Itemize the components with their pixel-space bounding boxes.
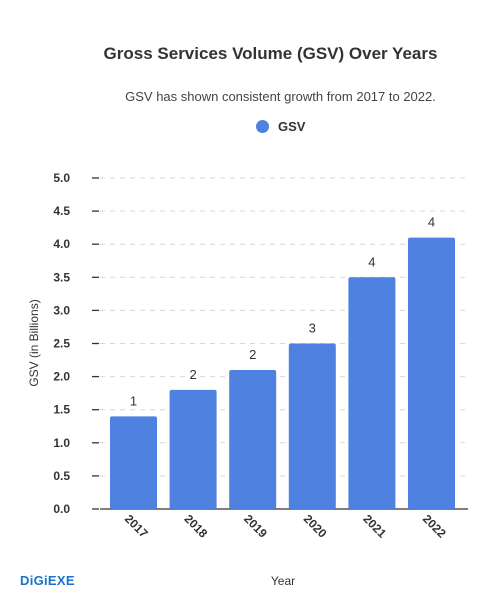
x-tick-label: 2021 xyxy=(360,512,389,541)
x-axis-title: Year xyxy=(271,574,295,588)
bar-2020 xyxy=(288,343,336,509)
x-tick-label: 2022 xyxy=(420,512,449,541)
y-tick-label: 5.0 xyxy=(53,171,70,185)
y-tick-label: 1.0 xyxy=(53,436,70,450)
data-label-2019: 2 xyxy=(249,347,256,362)
y-axis-title: GSV (in Billions) xyxy=(27,299,41,386)
grid-lines xyxy=(100,177,468,477)
data-label-2018: 2 xyxy=(189,367,196,382)
legend-label: GSV xyxy=(278,119,306,134)
legend: GSV xyxy=(256,119,305,134)
y-tick-labels: 0.0 0.5 1.0 1.5 2.0 2.5 3.0 3.5 4.0 4.5 5.0 xyxy=(53,171,99,516)
data-labels: 1 2 2 3 4 4 xyxy=(130,215,435,409)
x-tick-label: 2020 xyxy=(301,512,330,541)
x-tick-label: 2018 xyxy=(182,512,211,541)
data-label-2021: 4 xyxy=(368,254,375,269)
y-tick-label: 1.5 xyxy=(53,403,70,417)
legend-swatch xyxy=(256,120,269,133)
y-tick-label: 2.5 xyxy=(53,337,70,351)
bar-2018 xyxy=(169,389,217,509)
data-label-2020: 3 xyxy=(309,321,316,336)
y-tick-label: 0.5 xyxy=(53,469,70,483)
y-tick-label: 2.0 xyxy=(53,370,70,384)
y-tick-label: 3.0 xyxy=(53,303,70,317)
bar-2019 xyxy=(229,369,277,509)
x-tick-labels: 2017 2018 2019 2020 2021 2022 xyxy=(122,512,449,541)
y-tick-label: 0.0 xyxy=(53,502,70,516)
x-tick-label: 2019 xyxy=(241,512,270,541)
bar-2017 xyxy=(110,416,157,509)
y-tick-label: 4.5 xyxy=(53,204,70,218)
y-tick-label: 3.5 xyxy=(53,270,70,284)
brand-logo: DiGiEXE xyxy=(20,573,75,588)
data-label-2017: 1 xyxy=(130,393,137,408)
bar-2022 xyxy=(408,237,455,509)
y-tick-label: 4.0 xyxy=(53,237,70,251)
data-label-2022: 4 xyxy=(428,215,435,230)
bars xyxy=(110,237,455,509)
x-tick-label: 2017 xyxy=(122,512,151,541)
chart-subtitle: GSV has shown consistent growth from 201… xyxy=(125,89,436,104)
bar-2021 xyxy=(348,277,396,509)
chart-title: Gross Services Volume (GSV) Over Years xyxy=(103,44,438,63)
